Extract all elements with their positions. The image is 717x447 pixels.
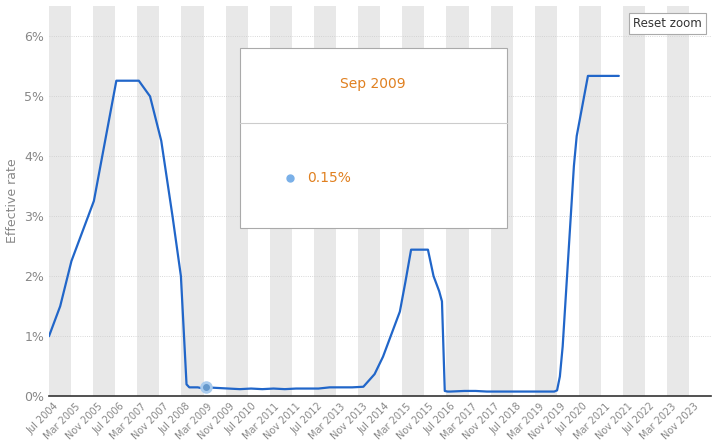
Bar (137, 5, 159, 396)
Text: Reset zoom: Reset zoom (633, 17, 701, 30)
Text: 0.15%: 0.15% (307, 170, 351, 185)
Bar (535, 5, 557, 396)
Bar (181, 5, 204, 396)
Bar (402, 5, 424, 396)
FancyBboxPatch shape (240, 48, 506, 228)
Bar (226, 5, 247, 396)
Bar (668, 5, 689, 396)
Bar (49, 5, 71, 396)
Text: Sep 2009: Sep 2009 (341, 77, 406, 91)
Bar (623, 5, 645, 396)
Bar (447, 5, 468, 396)
Bar (314, 5, 336, 396)
Bar (358, 5, 380, 396)
Bar (270, 5, 292, 396)
Bar (579, 5, 601, 396)
Y-axis label: Effective rate: Effective rate (6, 159, 19, 243)
Bar (711, 5, 717, 396)
Bar (93, 5, 115, 396)
Bar (490, 5, 513, 396)
